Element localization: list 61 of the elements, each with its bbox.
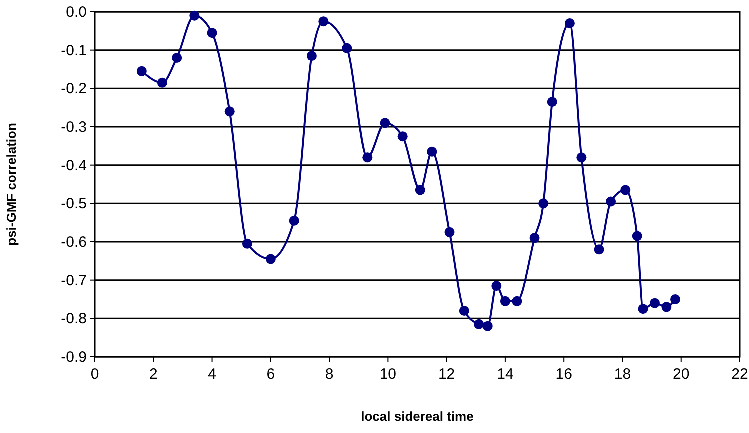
y-tick-label: -0.3 — [61, 119, 87, 136]
x-tick-label: 2 — [149, 366, 158, 383]
point — [415, 185, 426, 196]
y-tick-label: -0.9 — [61, 349, 87, 366]
point — [207, 28, 218, 38]
point — [638, 304, 648, 314]
point — [620, 185, 631, 196]
point — [362, 152, 373, 163]
x-tick-label: 0 — [90, 366, 100, 383]
point — [662, 302, 672, 312]
point — [594, 244, 604, 255]
x-tick-label: 10 — [380, 366, 397, 383]
x-tick-label: 22 — [732, 366, 748, 383]
point — [564, 18, 575, 28]
y-tick-label: -0.8 — [61, 310, 87, 328]
y-tick-label: -0.5 — [61, 196, 87, 213]
point — [224, 106, 235, 117]
y-tick-label: -0.2 — [61, 80, 87, 98]
x-tick-label: 8 — [325, 366, 334, 383]
x-tick-label: 12 — [438, 366, 456, 383]
point — [398, 132, 408, 142]
point — [576, 152, 587, 163]
point — [190, 10, 200, 21]
point — [318, 16, 329, 27]
point — [266, 254, 276, 264]
point — [606, 196, 616, 207]
point — [342, 43, 352, 54]
x-tick-label: 6 — [266, 366, 276, 383]
y-tick-label: -0.7 — [61, 272, 87, 290]
y-tick-label: -0.6 — [61, 234, 87, 251]
x-axis-title: local sidereal time — [361, 409, 474, 424]
x-tick-label: 16 — [556, 366, 572, 383]
point — [632, 231, 642, 242]
point — [500, 296, 510, 306]
point — [512, 296, 522, 306]
point — [492, 281, 502, 292]
point — [136, 66, 147, 76]
point — [459, 306, 470, 316]
point — [474, 319, 484, 330]
y-tick-label: 0.0 — [66, 4, 87, 21]
point — [172, 53, 182, 63]
point — [530, 233, 540, 244]
x-tick-label: 4 — [208, 366, 216, 383]
x-tick-label: 14 — [497, 366, 514, 383]
y-tick-label: -0.1 — [61, 42, 87, 60]
point — [444, 227, 455, 238]
x-tick-label: 20 — [673, 366, 690, 383]
point — [670, 294, 680, 304]
point — [289, 216, 300, 226]
point — [547, 97, 558, 108]
y-axis-title: psi-GMF correlation — [4, 123, 19, 246]
point — [157, 78, 168, 88]
point — [427, 146, 438, 157]
point — [380, 118, 390, 128]
point — [482, 321, 493, 332]
x-tick-label: 18 — [614, 366, 632, 383]
point — [650, 298, 660, 308]
point — [538, 198, 549, 209]
point — [242, 238, 252, 249]
point — [306, 51, 317, 62]
y-tick-label: -0.4 — [61, 157, 87, 174]
